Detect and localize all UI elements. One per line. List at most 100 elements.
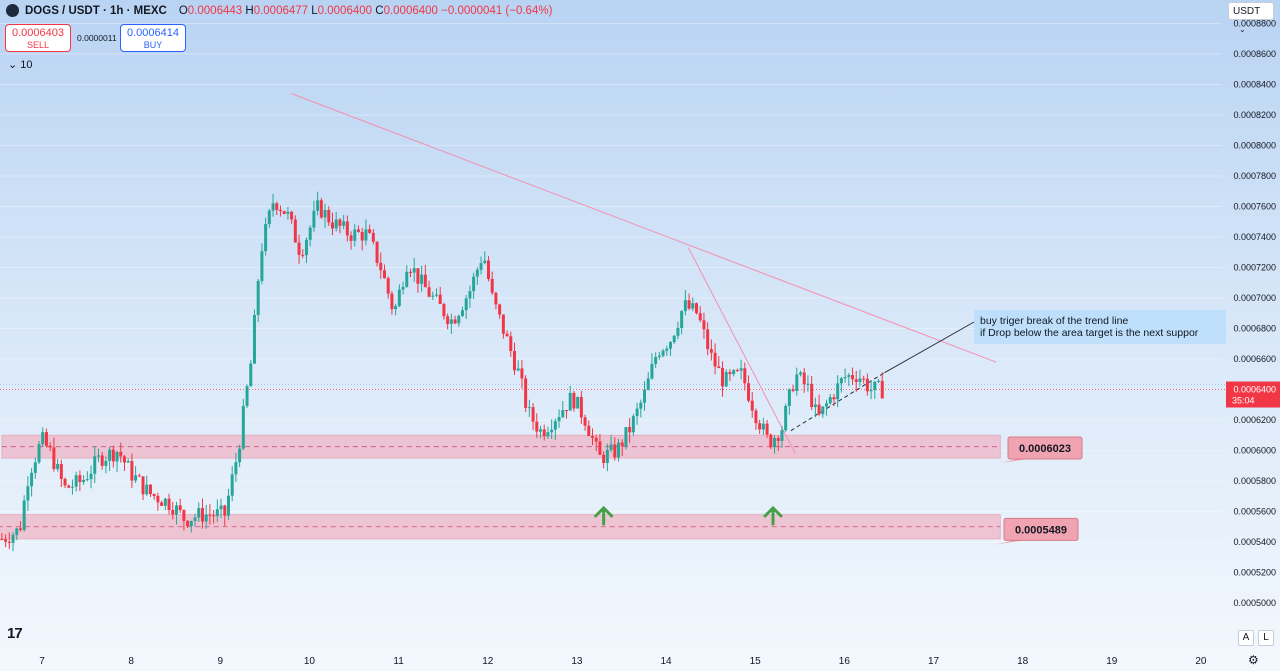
candle-body [394,306,398,310]
candle-body [858,378,862,382]
candle-body [286,211,290,214]
candle-body [609,444,613,450]
candle-body [631,416,635,433]
candle-body [230,474,234,496]
candle-body [293,219,297,243]
candle-body [282,211,286,214]
candle-body [799,372,803,375]
candle-body [483,260,487,264]
candle-body [602,454,606,463]
candle-body [706,329,710,350]
candle-body [56,464,60,470]
candle-body [408,271,412,273]
candle-body [806,383,810,385]
candle-body [438,294,442,304]
candle-body [728,372,732,375]
candle-body [851,375,855,380]
candle-body [70,486,74,488]
candle-body [676,327,680,336]
candle-body [457,315,461,324]
candle-body [349,235,353,241]
candle-body [713,352,717,367]
candle-body [431,295,435,297]
currency-select[interactable]: USDT ⌄ [1228,2,1274,34]
candle-body [680,311,684,328]
buy-price: 0.0006414 [127,27,179,39]
last-price-label: 0.0006400 [1233,385,1276,395]
candle-body [854,379,858,382]
candle-body [490,279,494,293]
candle-body [304,239,308,256]
candle-body [44,432,48,446]
candle-body [862,378,866,380]
y-tick-label: 0.0006000 [1233,446,1276,456]
candle-body [156,495,160,503]
x-tick-label: 18 [1017,656,1029,667]
gear-icon[interactable]: ⚙ [1248,653,1259,667]
x-tick-label: 19 [1106,656,1118,667]
candle-body [501,314,505,334]
buy-button[interactable]: 0.0006414 BUY [120,24,186,52]
candle-body [342,221,346,226]
y-tick-label: 0.0006200 [1233,415,1276,425]
candle-body [100,455,104,466]
price-label-box [1003,517,1079,541]
candle-body [657,355,661,358]
candle-body [178,505,182,511]
auto-scale-button[interactable]: A [1238,630,1254,646]
candle-body [171,509,175,515]
candle-body [587,425,591,436]
candle-body [323,210,327,218]
candle-body [576,396,580,409]
candle-body [505,333,509,337]
y-tick-label: 0.0007400 [1233,232,1276,242]
candle-body [22,500,26,530]
candle-body [260,251,264,281]
candle-body [390,293,394,310]
currency-label: USDT [1233,6,1261,17]
candle-body [200,508,204,522]
label-pointer [996,540,1024,545]
indicators-toggle[interactable]: ⌄ 10 [8,58,33,71]
candle-body [531,407,535,422]
candle-body [115,451,119,462]
sell-button[interactable]: 0.0006403 SELL [5,24,71,52]
candle-body [85,479,89,481]
y-tick-label: 0.0007800 [1233,171,1276,181]
candle-body [509,336,513,352]
candle-body [330,222,334,229]
candle-body [613,444,617,458]
candle-body [553,421,557,430]
candle-body [267,210,271,225]
symbol-title[interactable]: DOGS / USDT · 1h · MEXC [25,4,167,17]
candle-body [148,484,152,495]
candle-body [423,274,427,288]
candle-body [843,377,847,379]
candle-body [747,383,751,401]
candle-body [672,335,676,343]
candle-body [278,209,282,212]
log-scale-button[interactable]: L [1258,630,1274,646]
candle-body [810,383,814,408]
tradingview-logo-icon[interactable]: 17 [7,625,23,642]
candle-body [750,400,754,411]
candle-body [386,278,390,294]
candle-body [182,510,186,521]
candle-body [472,276,476,292]
y-tick-label: 0.0008400 [1233,80,1276,90]
candle-body [869,390,873,392]
y-tick-label: 0.0008800 [1233,19,1276,29]
candle-body [628,427,632,433]
candle-body [617,442,621,458]
candle-body [141,476,145,495]
candle-body [695,303,699,314]
candle-body [773,437,777,448]
candle-body [561,410,565,418]
candle-body [275,203,279,210]
candle-body [371,232,375,242]
callout-text: buy triger break of the trend line [980,315,1128,327]
candle-body [825,403,829,407]
candle-body [769,434,773,448]
candle-body [802,372,806,385]
